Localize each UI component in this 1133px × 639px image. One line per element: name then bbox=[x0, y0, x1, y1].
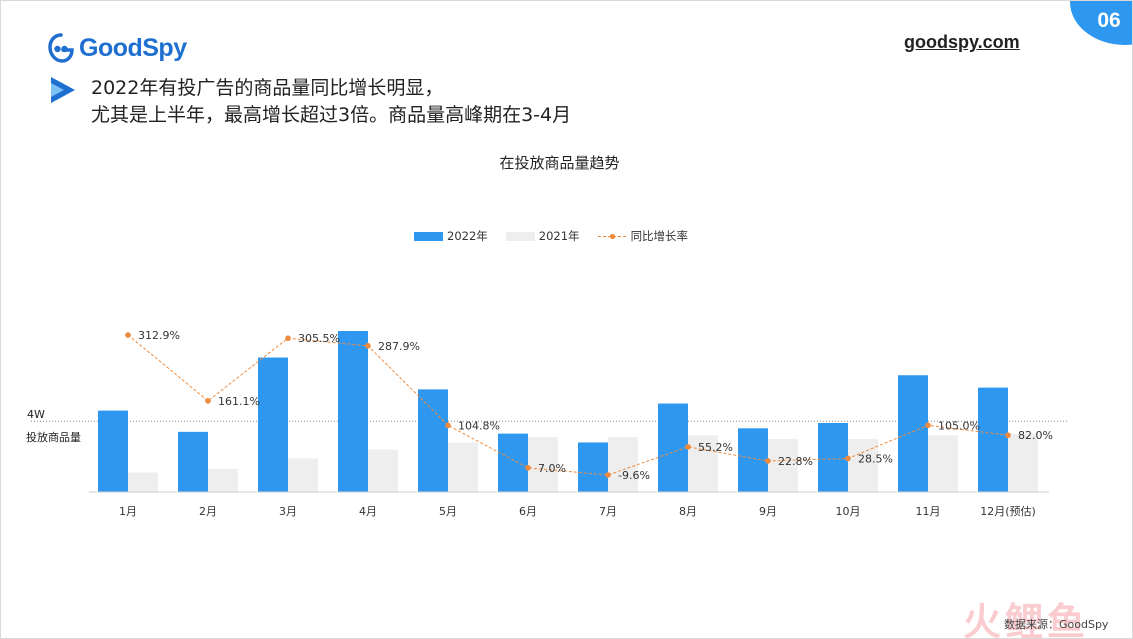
growth-rate-label: -9.6% bbox=[618, 469, 650, 482]
growth-rate-point bbox=[1005, 432, 1011, 439]
reference-line-value: 4W bbox=[27, 408, 45, 421]
bar-2022 bbox=[498, 433, 528, 492]
growth-rate-label: 104.8% bbox=[458, 419, 500, 432]
x-tick-label: 6月 bbox=[519, 505, 537, 518]
growth-rate-point bbox=[125, 332, 131, 338]
growth-rate-point bbox=[605, 472, 611, 478]
growth-rate-point bbox=[765, 458, 771, 464]
legend-swatch-2021 bbox=[505, 231, 535, 241]
bar-2021 bbox=[928, 435, 958, 492]
growth-rate-label: 82.0% bbox=[1018, 429, 1053, 442]
bar-2022 bbox=[178, 431, 208, 492]
data-source-note: 数据来源：GoodSpy bbox=[1004, 618, 1109, 631]
headline-line-1: 2022年有投广告的商品量同比增长明显， bbox=[91, 77, 444, 99]
growth-rate-point bbox=[285, 335, 291, 342]
growth-rate-label: 312.9% bbox=[138, 329, 180, 342]
bar-2021 bbox=[688, 435, 718, 492]
bar-2021 bbox=[288, 458, 318, 492]
legend-swatch-2022 bbox=[414, 231, 443, 241]
legend-item-2022[interactable]: 2022年 bbox=[414, 228, 488, 244]
legend-label-2021: 2021年 bbox=[538, 229, 580, 243]
chart-title: 在投放商品量趋势 bbox=[499, 154, 620, 172]
x-tick-label: 9月 bbox=[759, 505, 777, 518]
headline: 2022年有投广告的商品量同比增长明显， 尤其是上半年，最高增长超过3倍。商品量… bbox=[91, 75, 571, 129]
bar-2022 bbox=[98, 410, 128, 492]
growth-rate-point bbox=[205, 398, 211, 404]
bar-2021 bbox=[368, 449, 398, 492]
x-tick-label: 11月 bbox=[916, 505, 941, 518]
bar-2022 bbox=[418, 389, 448, 492]
bar-2021 bbox=[448, 442, 478, 492]
growth-rate-point bbox=[445, 422, 451, 429]
bar-2021 bbox=[128, 472, 158, 492]
legend-swatch-growth bbox=[597, 233, 627, 239]
x-tick-label: 1月 bbox=[119, 505, 137, 518]
play-arrow-icon bbox=[51, 77, 75, 103]
bar-2021 bbox=[528, 437, 558, 492]
chart-legend: 2022年 2021年 同比增长率 bbox=[414, 228, 706, 244]
x-tick-label: 10月 bbox=[836, 505, 861, 518]
growth-rate-point bbox=[845, 455, 851, 462]
reference-line-name: 投放商品量 bbox=[26, 430, 81, 444]
growth-rate-label: 161.1% bbox=[218, 395, 260, 408]
bar-2022 bbox=[818, 423, 848, 492]
x-tick-label: 2月 bbox=[199, 505, 217, 518]
bar-2021 bbox=[768, 438, 798, 492]
legend-label-2022: 2022年 bbox=[447, 229, 488, 243]
growth-rate-point bbox=[525, 464, 531, 471]
growth-rate-label: 305.5% bbox=[298, 332, 340, 345]
bar-2022 bbox=[898, 375, 928, 492]
growth-rate-point bbox=[365, 343, 371, 349]
goodspy-logo: GoodSpy bbox=[47, 31, 187, 65]
bar-2022 bbox=[258, 357, 288, 492]
growth-rate-label: 7.0% bbox=[538, 462, 566, 475]
x-tick-label: 3月 bbox=[279, 505, 297, 518]
legend-label-growth: 同比增长率 bbox=[630, 229, 689, 243]
x-tick-label: 8月 bbox=[679, 505, 697, 518]
legend-item-2021[interactable]: 2021年 bbox=[505, 228, 580, 244]
growth-rate-label: 287.9% bbox=[378, 340, 420, 353]
x-tick-label: 5月 bbox=[439, 505, 457, 518]
bar-2022 bbox=[978, 387, 1008, 492]
growth-rate-label: 55.2% bbox=[698, 441, 733, 454]
headline-line-2: 尤其是上半年，最高增长超过3倍。商品量高峰期在3-4月 bbox=[91, 104, 572, 126]
growth-rate-point bbox=[925, 422, 931, 429]
legend-item-growth[interactable]: 同比增长率 bbox=[597, 228, 689, 244]
bar-2021 bbox=[1008, 433, 1038, 492]
x-tick-label: 7月 bbox=[599, 505, 617, 518]
bar-2022 bbox=[658, 403, 688, 492]
growth-rate-label: 22.8% bbox=[778, 455, 813, 468]
bar-2022 bbox=[578, 442, 608, 492]
growth-rate-point bbox=[685, 444, 691, 450]
page-number: 06 bbox=[1097, 9, 1121, 32]
growth-rate-label: 105.0% bbox=[938, 419, 980, 432]
goodspy-logo-icon bbox=[48, 33, 74, 63]
x-tick-label: 4月 bbox=[359, 505, 377, 518]
growth-rate-label: 28.5% bbox=[858, 452, 893, 465]
brand-name: GoodSpy bbox=[79, 33, 187, 62]
bar-2021 bbox=[608, 437, 638, 492]
bar-2021 bbox=[208, 469, 238, 492]
bar-2022 bbox=[338, 331, 368, 492]
watermark: 火鲤鱼 bbox=[963, 600, 1090, 639]
website-link[interactable]: goodspy.com bbox=[904, 32, 1020, 52]
x-tick-label: 12月(预估) bbox=[980, 505, 1036, 518]
